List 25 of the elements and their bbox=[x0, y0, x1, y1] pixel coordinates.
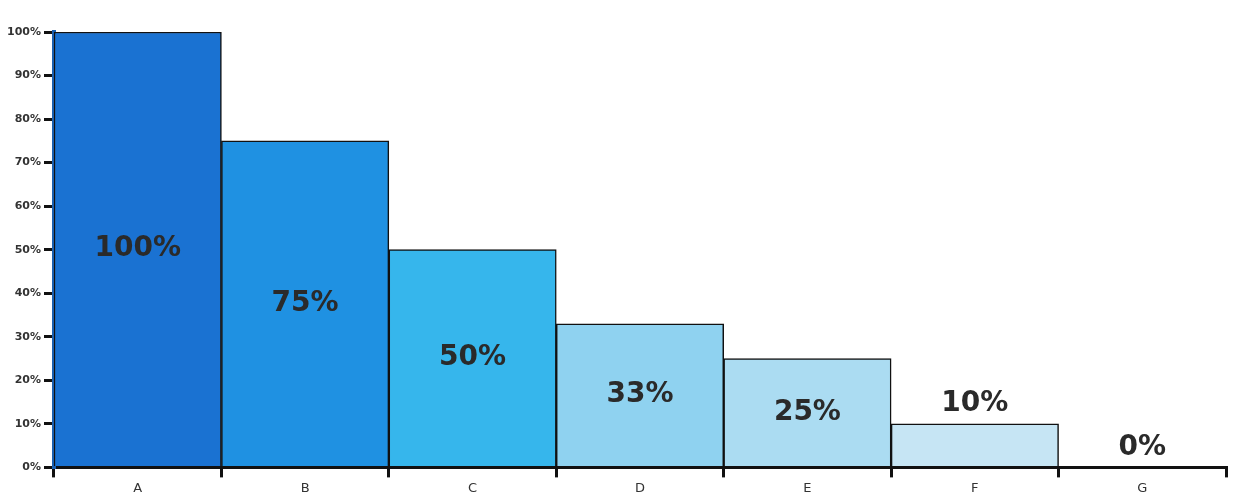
x-tick-label: G bbox=[1137, 479, 1148, 495]
x-tick-label: C bbox=[468, 479, 478, 495]
x-tick-label: A bbox=[133, 479, 143, 495]
y-tick-label: 30% bbox=[14, 329, 41, 343]
data-label: 50% bbox=[439, 339, 507, 373]
y-tick-label: 0% bbox=[22, 460, 41, 474]
x-tick-label: B bbox=[300, 479, 310, 495]
y-tick-label: 50% bbox=[14, 242, 41, 256]
y-tick-label: 10% bbox=[14, 416, 41, 430]
x-tick-label: D bbox=[634, 479, 645, 495]
x-tick-label: F bbox=[971, 479, 979, 495]
data-label: 0% bbox=[1118, 428, 1167, 462]
y-tick-label: 40% bbox=[14, 286, 41, 300]
data-label: 33% bbox=[606, 376, 674, 410]
data-label: 75% bbox=[271, 284, 339, 318]
y-tick-label: 90% bbox=[14, 68, 41, 82]
y-tick-label: 70% bbox=[14, 155, 41, 169]
y-tick-label: 60% bbox=[14, 199, 41, 213]
data-label: 100% bbox=[94, 230, 181, 264]
data-label: 25% bbox=[773, 393, 841, 427]
data-label: 10% bbox=[941, 385, 1009, 419]
y-tick-label: 20% bbox=[14, 373, 41, 387]
x-tick-label: E bbox=[803, 479, 812, 495]
y-tick-label: 100% bbox=[7, 24, 41, 38]
y-tick-label: 80% bbox=[14, 111, 41, 125]
